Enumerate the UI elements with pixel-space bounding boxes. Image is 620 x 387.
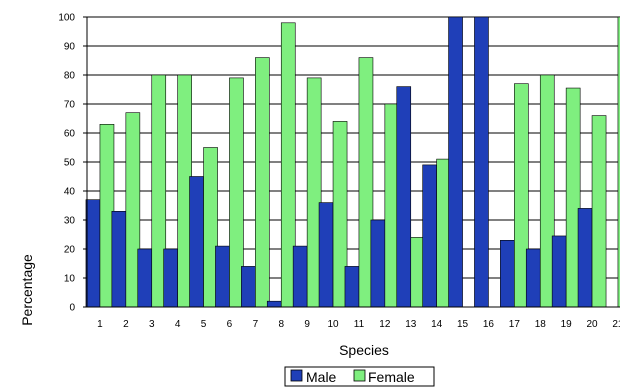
x-tick-label: 6 xyxy=(227,319,233,330)
bar-male-11 xyxy=(344,266,360,308)
x-axis-title: Species xyxy=(339,342,389,358)
legend-label-male: Male xyxy=(306,369,337,385)
x-tick-label: 15 xyxy=(457,319,469,330)
x-tick-label: 21 xyxy=(612,319,620,330)
y-tick-labels: 0 10 20 30 40 50 60 70 80 90 100 xyxy=(58,13,87,314)
bar-male-18 xyxy=(525,248,541,308)
bar-female-21 xyxy=(617,16,620,308)
bar-male-6 xyxy=(215,245,230,308)
x-tick-label: 4 xyxy=(175,319,181,330)
x-tick-label: 11 xyxy=(354,319,365,330)
x-tick-label: 16 xyxy=(483,319,495,330)
bar-male-19 xyxy=(551,235,567,308)
y-axis-title: Percentage xyxy=(19,254,35,326)
legend: Male Female xyxy=(284,366,435,387)
legend-label-female: Female xyxy=(368,369,415,385)
legend-swatch-male xyxy=(290,369,303,382)
x-tick-label: 10 xyxy=(327,319,339,330)
y-tick-label: 90 xyxy=(64,42,76,53)
x-tick-label: 2 xyxy=(123,319,129,330)
bar-male-10 xyxy=(318,202,334,308)
x-tick-label: 19 xyxy=(561,319,573,330)
x-tick-label: 13 xyxy=(405,319,417,330)
y-tick-label: 0 xyxy=(69,303,75,314)
bar-male-16 xyxy=(474,16,489,308)
y-tick-label: 10 xyxy=(64,274,76,285)
bar-male-20 xyxy=(577,208,593,308)
y-tick-label: 80 xyxy=(64,71,76,82)
y-tick-label: 70 xyxy=(64,100,76,111)
x-tick-label: 12 xyxy=(379,319,391,330)
bar-male-7 xyxy=(241,266,256,308)
y-tick-label: 40 xyxy=(64,187,76,198)
x-tick-labels: 123456789101112131415161718192021 xyxy=(97,319,620,330)
bar-male-17 xyxy=(500,240,515,308)
bar-male-12 xyxy=(370,219,386,308)
x-tick-label: 5 xyxy=(201,319,207,330)
y-tick-label: 50 xyxy=(64,158,76,169)
bars xyxy=(85,16,620,308)
bar-male-14 xyxy=(422,164,437,308)
legend-swatch-female xyxy=(353,369,366,382)
bar-male-1 xyxy=(85,199,101,308)
bar-female-7 xyxy=(255,57,270,308)
x-tick-label: 9 xyxy=(304,319,310,330)
y-tick-label: 60 xyxy=(64,129,76,140)
bar-male-13 xyxy=(396,86,412,308)
x-tick-label: 3 xyxy=(149,319,155,330)
bar-male-9 xyxy=(292,245,308,308)
x-tick-label: 18 xyxy=(535,319,547,330)
y-tick-label: 100 xyxy=(58,13,75,24)
bar-male-15 xyxy=(448,16,463,308)
bar-female-20 xyxy=(591,115,607,308)
bar-male-5 xyxy=(189,176,204,308)
x-tick-label: 7 xyxy=(253,319,259,330)
bar-male-4 xyxy=(163,248,178,308)
bar-male-3 xyxy=(137,248,153,308)
bar-male-2 xyxy=(111,211,127,308)
x-tick-label: 1 xyxy=(97,319,103,330)
y-tick-label: 30 xyxy=(64,216,76,227)
x-tick-label: 20 xyxy=(586,319,598,330)
bar-male-8 xyxy=(266,300,282,308)
x-tick-label: 14 xyxy=(431,319,443,330)
x-tick-label: 17 xyxy=(509,319,521,330)
x-tick-label: 8 xyxy=(278,319,284,330)
y-tick-label: 20 xyxy=(64,245,76,256)
